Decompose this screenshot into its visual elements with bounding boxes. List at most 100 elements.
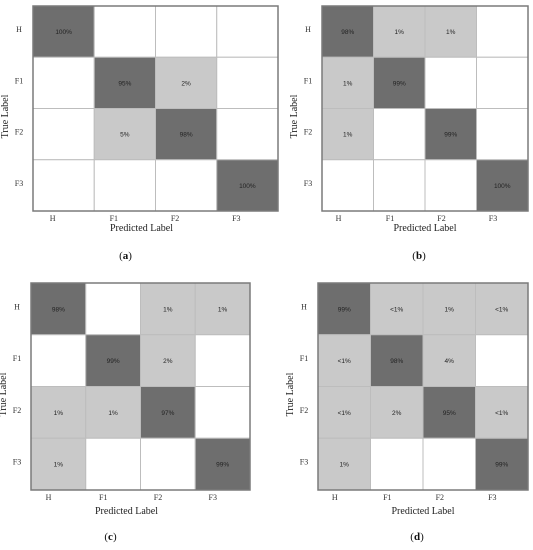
matrix-frame [30, 282, 251, 491]
y-tick-label: F1 [15, 76, 23, 85]
y-tick-label: F2 [13, 406, 21, 415]
x-axis-title: Predicted Label [95, 506, 158, 517]
y-axis-title: True Label [285, 372, 296, 416]
x-tick-label: F1 [386, 214, 394, 223]
cell-h-f3 [194, 282, 251, 336]
cell-f2-h [321, 108, 374, 161]
panel-label: (d) [410, 531, 424, 543]
y-axis-title: True Label [0, 372, 9, 416]
cell-f1-f1 [93, 56, 156, 109]
cell-value: 98% [52, 306, 65, 313]
cell-value: 2% [392, 410, 402, 417]
cell-value: 1% [343, 132, 353, 139]
matrix-frame [317, 282, 529, 491]
cell-f1-h [32, 56, 95, 109]
cell-f2-h [32, 108, 95, 161]
cell-f3-f3 [476, 159, 529, 212]
panel-b: 98% 1% 1% 1% 99% 1% 99% 100% H F1 F2 F3 H F1 F2 F3 Predi… [289, 5, 529, 262]
cell-h-f2 [140, 282, 196, 336]
y-tick-label: F2 [304, 128, 312, 137]
cell-value: 5% [120, 132, 130, 139]
cell-value: 97% [161, 410, 174, 417]
cell-f1-f3 [216, 56, 279, 109]
cell-f2-f3 [194, 386, 251, 439]
y-tick-label: H [16, 25, 22, 34]
cell-value: 100% [239, 183, 256, 190]
y-tick-label: H [305, 25, 311, 34]
cell-value: 95% [118, 80, 131, 87]
cell-value: 1% [54, 462, 64, 469]
cell-f3-h [32, 159, 95, 212]
cell-h-f3 [475, 282, 529, 336]
cell-f2-f2 [140, 386, 196, 439]
cell-f1-f3 [475, 334, 529, 387]
cell-f2-h [317, 386, 371, 439]
x-tick-label: F3 [488, 493, 496, 502]
cell-h-f1 [370, 282, 424, 336]
x-tick-label: F1 [99, 493, 107, 502]
cell-f3-f3 [475, 437, 529, 491]
cell-h-h [317, 282, 371, 336]
x-tick-label: F2 [437, 214, 445, 223]
matrix-frame [32, 5, 279, 212]
y-tick-label: F1 [300, 354, 308, 363]
cell-f2-f3 [476, 108, 529, 161]
y-tick-label: F1 [13, 354, 21, 363]
cell-f2-f3 [216, 108, 279, 161]
cell-f1-f3 [194, 334, 251, 387]
y-tick-label: H [301, 302, 307, 311]
x-tick-label: F3 [232, 214, 240, 223]
y-tick-label: F2 [300, 406, 308, 415]
cell-h-f2 [424, 5, 477, 58]
cell-h-f3 [476, 5, 529, 58]
y-tick-label: F3 [300, 458, 308, 467]
cell-value: 1% [395, 29, 405, 36]
cell-f2-h [30, 386, 87, 439]
cell-value: 1% [446, 29, 456, 36]
cell-h-h [30, 282, 87, 336]
cell-f3-f2 [424, 159, 477, 212]
x-tick-label: F2 [154, 493, 162, 502]
cell-value: 98% [390, 358, 403, 365]
cell-value: 99% [495, 462, 508, 469]
y-tick-label: F1 [304, 76, 312, 85]
cell-value: <1% [338, 410, 351, 417]
cell-h-f2 [155, 5, 218, 58]
y-tick-label: F2 [15, 128, 23, 137]
x-tick-label: H [46, 493, 52, 502]
cell-f2-f1 [373, 108, 426, 161]
cell-f3-f2 [140, 437, 196, 491]
cell-f3-h [321, 159, 374, 212]
x-axis-title: Predicted Label [391, 506, 454, 517]
x-tick-label: F1 [110, 214, 118, 223]
panel-a: 100% 95% 2% 5% 98% 100% H F1 F2 F3 H F1 F2 F3 Predicte… [0, 5, 279, 262]
x-axis-title: Predicted Label [393, 223, 456, 234]
x-tick-label: F2 [436, 493, 444, 502]
cell-h-f1 [93, 5, 156, 58]
cell-f3-f1 [85, 437, 141, 491]
y-tick-label: F3 [13, 458, 21, 467]
cell-f1-f2 [155, 56, 218, 109]
cell-h-h [32, 5, 95, 58]
cell-value: 1% [54, 410, 64, 417]
cell-f1-f2 [422, 334, 476, 387]
cell-value: 99% [338, 306, 351, 313]
cell-f3-f1 [370, 437, 424, 491]
cell-value: 1% [340, 462, 350, 469]
cell-value: 1% [163, 306, 173, 313]
y-tick-label: F3 [15, 179, 23, 188]
cell-value: 2% [163, 358, 173, 365]
x-axis-title: Predicted Label [110, 223, 173, 234]
cell-f3-f1 [373, 159, 426, 212]
cell-value: <1% [338, 358, 351, 365]
cell-f2-f3 [475, 386, 529, 439]
panel-c: 98% 1% 1% 99% 2% 1% 1% 97% 1% 99% H F1 F2 F3 H F1 F2 F3 Pr… [0, 282, 251, 543]
cell-f3-f2 [422, 437, 476, 491]
cell-f1-f2 [424, 56, 477, 109]
cell-value: 100% [494, 183, 511, 190]
y-axis-title: True Label [289, 94, 300, 138]
cell-value: <1% [495, 306, 508, 313]
cell-value: 99% [216, 462, 229, 469]
x-tick-label: H [336, 214, 342, 223]
